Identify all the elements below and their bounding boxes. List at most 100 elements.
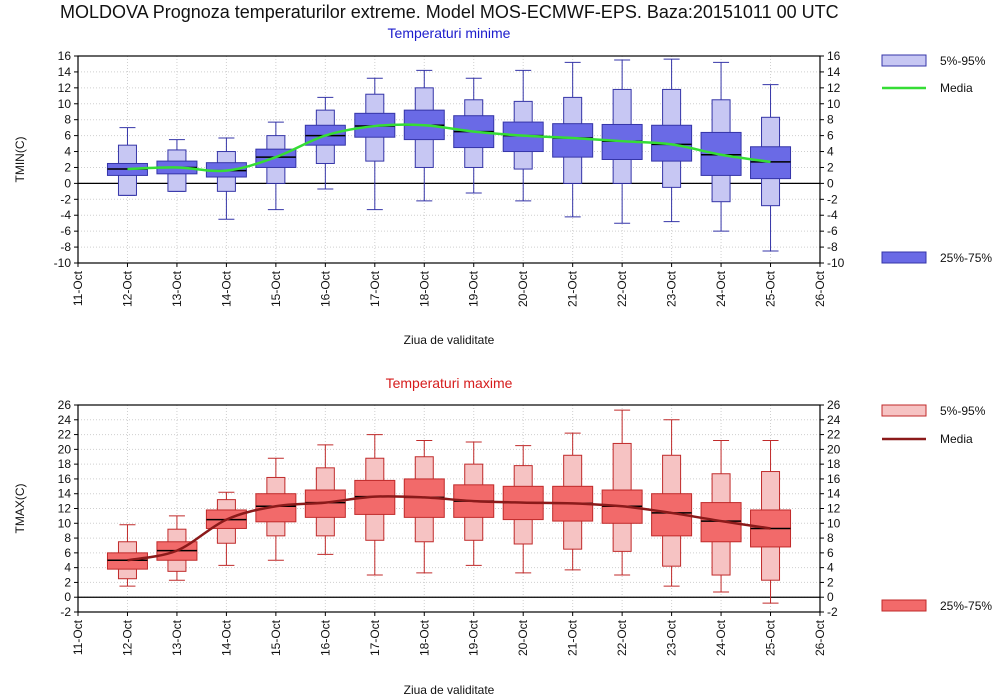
x-axis-title: Ziua de validitate [404, 333, 495, 347]
chart-title: Temperaturi maxime [386, 375, 513, 391]
y-tick-label-right: -4 [827, 208, 838, 222]
legend-label: 5%-95% [940, 54, 986, 68]
y-tick-label-right: -8 [827, 240, 838, 254]
chart-title: Temperaturi minime [388, 25, 511, 41]
legend-label: Media [940, 81, 973, 95]
y-tick-label-left: 12 [58, 502, 72, 516]
legend-label: 5%-95% [940, 404, 986, 418]
box-23-Oct [651, 419, 693, 587]
x-tick-label: 15-Oct [269, 270, 283, 307]
x-tick-label: 25-Oct [764, 270, 778, 307]
y-tick-label-left: 10 [58, 97, 72, 111]
x-tick-label: 11-Oct [71, 619, 85, 655]
y-tick-label-right: 4 [827, 145, 834, 159]
y-tick-label-left: -4 [60, 208, 71, 222]
legend-swatch [881, 404, 927, 417]
x-tick-label: 23-Oct [665, 270, 679, 307]
x-tick-label: 22-Oct [615, 619, 629, 656]
y-tick-label-left: 2 [64, 160, 71, 174]
box-19-Oct [453, 77, 495, 194]
box-25-Oct [750, 439, 792, 604]
legend-item-2: Media [882, 432, 973, 446]
box-13-Oct [156, 515, 198, 581]
y-tick-label-right: 2 [827, 160, 834, 174]
y-axis-title: TMIN(C) [13, 137, 27, 183]
legend-item-2: Media [882, 81, 973, 95]
x-tick-label: 16-Oct [318, 270, 332, 307]
box-21-Oct [552, 432, 594, 571]
y-tick-label-left: 8 [64, 113, 71, 127]
x-tick-label: 24-Oct [714, 619, 728, 656]
x-tick-label: 21-Oct [566, 270, 580, 307]
y-tick-label-left: -2 [60, 605, 71, 619]
chart-panel-1: Temperaturi minime -10 -10 -8 -8 -6 -6 -4 -4 -2 -2… [13, 25, 992, 347]
box-21-Oct [552, 61, 594, 218]
x-tick-label: 12-Oct [120, 619, 134, 656]
y-tick-label-right: 6 [827, 129, 834, 143]
plot-frame [77, 404, 821, 613]
y-tick-label-left: 24 [58, 413, 72, 427]
box-25-75 [750, 146, 792, 180]
x-tick-label: 15-Oct [269, 619, 283, 656]
legend-item-3: 25%-75% [881, 251, 992, 265]
x-tick-label: 13-Oct [170, 270, 184, 307]
y-tick-label-left: -10 [54, 256, 72, 270]
y-tick-label-left: 12 [58, 81, 72, 95]
y-tick-label-left: 14 [58, 487, 72, 501]
y-tick-label-right: 8 [827, 531, 834, 545]
y-tick-label-left: 14 [58, 65, 72, 79]
legend-item-1: 5%-95% [881, 54, 986, 68]
y-tick-label-left: -6 [60, 224, 71, 238]
y-tick-label-right: 10 [827, 97, 841, 111]
box-19-Oct [453, 441, 495, 566]
y-tick-label-left: 20 [58, 442, 72, 456]
x-axis-title: Ziua de validitate [404, 683, 495, 697]
box-17-Oct [354, 434, 396, 576]
y-tick-label-left: 8 [64, 531, 71, 545]
legend-label: 25%-75% [940, 251, 992, 265]
box-25-75 [552, 123, 594, 158]
y-tick-label-left: 4 [64, 561, 71, 575]
y-tick-label-left: 22 [58, 428, 72, 442]
x-tick-label: 16-Oct [318, 619, 332, 656]
y-tick-label-left: 16 [58, 49, 72, 63]
y-tick-label-right: 0 [827, 176, 834, 190]
y-tick-label-left: -2 [60, 192, 71, 206]
x-tick-label: 25-Oct [764, 619, 778, 656]
y-tick-label-right: 24 [827, 413, 841, 427]
x-tick-label: 11-Oct [71, 270, 85, 306]
y-tick-label-right: 14 [827, 487, 841, 501]
y-tick-label-right: 16 [827, 49, 841, 63]
x-tick-label: 20-Oct [516, 619, 530, 656]
x-tick-label: 26-Oct [813, 270, 827, 307]
x-tick-label: 17-Oct [368, 270, 382, 307]
x-tick-label: 18-Oct [417, 619, 431, 656]
y-tick-label-right: 22 [827, 428, 841, 442]
y-tick-label-left: 6 [64, 129, 71, 143]
x-tick-label: 24-Oct [714, 270, 728, 307]
box-25-Oct [750, 84, 792, 252]
x-tick-label: 17-Oct [368, 619, 382, 656]
x-tick-label: 14-Oct [219, 619, 233, 656]
y-tick-label-right: -6 [827, 224, 838, 238]
y-tick-label-left: 26 [58, 398, 72, 412]
x-tick-label: 22-Oct [615, 270, 629, 307]
box-23-Oct [651, 58, 693, 223]
legend-item-3: 25%-75% [881, 599, 992, 613]
legend-label: Media [940, 432, 973, 446]
box-16-Oct [304, 96, 346, 190]
y-tick-label-left: 6 [64, 546, 71, 560]
legend-swatch [881, 251, 927, 264]
legend-label: 25%-75% [940, 599, 992, 613]
y-tick-label-right: 12 [827, 502, 841, 516]
box-14-Oct [205, 137, 247, 220]
legend-item-1: 5%-95% [881, 404, 986, 418]
main-title: MOLDOVA Prognoza temperaturilor extreme.… [60, 2, 839, 22]
box-18-Oct [403, 69, 445, 202]
y-tick-label-left: -8 [60, 240, 71, 254]
x-tick-label: 12-Oct [120, 270, 134, 307]
x-tick-label: 26-Oct [813, 619, 827, 656]
y-tick-label-left: 16 [58, 472, 72, 486]
y-tick-label-right: 2 [827, 575, 834, 589]
